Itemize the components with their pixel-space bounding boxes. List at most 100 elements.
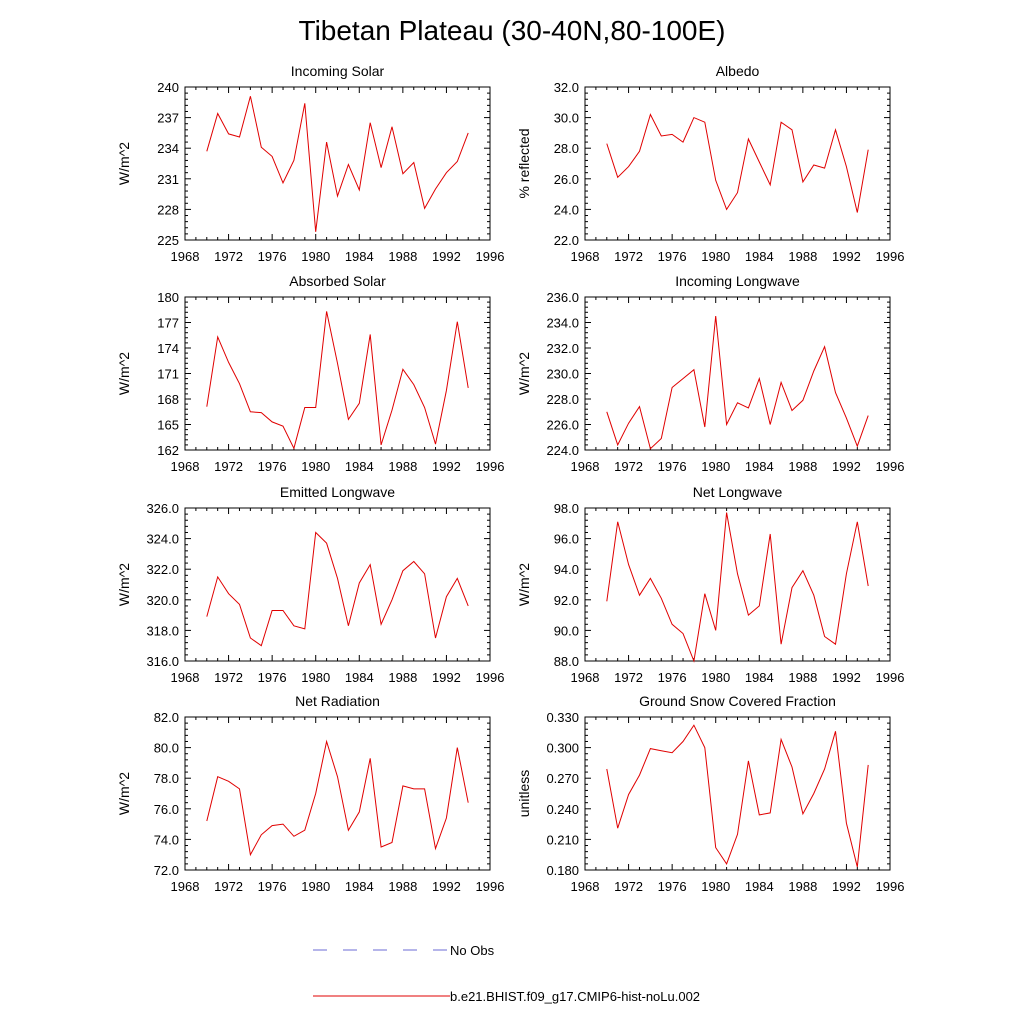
x-tick-label: 1976 <box>258 670 287 685</box>
x-tick-label: 1976 <box>658 249 687 264</box>
x-tick-label: 1992 <box>832 879 861 894</box>
x-tick-label: 1988 <box>788 670 817 685</box>
y-tick-label: 232.0 <box>546 341 579 356</box>
x-tick-label: 1976 <box>258 249 287 264</box>
panel-ground-snow-covered-fraction: Ground Snow Covered Fraction unitless 1968… <box>516 693 904 894</box>
x-tick-label: 1972 <box>614 879 643 894</box>
x-tick-label: 1988 <box>788 249 817 264</box>
y-tick-label: 162 <box>157 443 179 458</box>
x-tick-label: 1992 <box>432 670 461 685</box>
panel-title: Emitted Longwave <box>280 484 395 500</box>
y-axis-label: W/m^2 <box>116 142 132 185</box>
y-axis-label: W/m^2 <box>516 563 532 606</box>
y-tick-label: 76.0 <box>154 802 179 817</box>
y-tick-label: 78.0 <box>154 771 179 786</box>
panel-emitted-longwave: Emitted Longwave W/m^2 1968 1972 1976 1980 198… <box>116 484 504 685</box>
panels: Incoming Solar W/m^2 1968 1972 1976 1980 1984 1… <box>116 63 904 894</box>
panel-title: Ground Snow Covered Fraction <box>639 693 836 709</box>
y-tick-label: 318.0 <box>146 623 179 638</box>
panel-title: Incoming Longwave <box>675 273 800 289</box>
x-tick-label: 1988 <box>388 459 417 474</box>
panel-title: Net Longwave <box>693 484 783 500</box>
x-tick-label: 1968 <box>171 879 200 894</box>
x-tick-label: 1980 <box>701 459 730 474</box>
x-tick-label: 1984 <box>745 879 774 894</box>
panel-albedo: Albedo % reflected 1968 1972 1976 1980 1984 198… <box>516 63 904 264</box>
y-tick-label: 82.0 <box>154 710 179 725</box>
y-tick-label: 230.0 <box>546 367 579 382</box>
x-tick-label: 1988 <box>788 879 817 894</box>
y-tick-label: 28.0 <box>554 141 579 156</box>
y-tick-label: 0.330 <box>546 710 579 725</box>
y-tick-label: 88.0 <box>554 654 579 669</box>
x-tick-label: 1972 <box>214 879 243 894</box>
y-tick-label: 74.0 <box>154 832 179 847</box>
y-tick-label: 234 <box>157 141 179 156</box>
x-tick-label: 1980 <box>301 459 330 474</box>
x-tick-label: 1968 <box>171 459 200 474</box>
x-tick-label: 1972 <box>614 249 643 264</box>
x-tick-label: 1968 <box>171 249 200 264</box>
y-tick-label: 0.210 <box>546 832 579 847</box>
y-tick-label: 22.0 <box>554 233 579 248</box>
x-tick-label: 1984 <box>345 249 374 264</box>
y-tick-label: 224.0 <box>546 443 579 458</box>
y-tick-label: 225 <box>157 233 179 248</box>
y-tick-label: 98.0 <box>554 501 579 516</box>
series-line-ground-snow-covered-fraction <box>606 724 869 868</box>
x-tick-label: 1996 <box>476 670 505 685</box>
series-line-incoming-solar <box>206 96 469 232</box>
x-tick-label: 1988 <box>388 249 417 264</box>
x-tick-label: 1992 <box>432 249 461 264</box>
x-tick-label: 1992 <box>432 879 461 894</box>
panel-title: Albedo <box>716 63 760 79</box>
plot-frame <box>184 716 491 871</box>
legend: No Obs b.e21.BHIST.f09_g17.CMIP6-hist-no… <box>313 943 700 1004</box>
y-tick-label: 0.300 <box>546 741 579 756</box>
x-tick-label: 1968 <box>571 249 600 264</box>
x-tick-label: 1992 <box>432 459 461 474</box>
x-tick-label: 1968 <box>571 879 600 894</box>
x-tick-label: 1972 <box>214 670 243 685</box>
x-tick-label: 1984 <box>345 879 374 894</box>
y-tick-label: 322.0 <box>146 562 179 577</box>
x-tick-label: 1972 <box>614 670 643 685</box>
series-line-net-longwave <box>606 512 869 663</box>
y-tick-label: 228 <box>157 202 179 217</box>
series-line-emitted-longwave <box>206 531 469 647</box>
x-tick-label: 1996 <box>476 249 505 264</box>
x-tick-label: 1976 <box>658 879 687 894</box>
x-tick-label: 1988 <box>788 459 817 474</box>
x-tick-label: 1980 <box>701 879 730 894</box>
x-tick-label: 1976 <box>258 879 287 894</box>
y-tick-label: 96.0 <box>554 532 579 547</box>
y-tick-label: 72.0 <box>154 863 179 878</box>
plot-frame <box>584 296 891 451</box>
y-tick-label: 32.0 <box>554 80 579 95</box>
x-tick-label: 1996 <box>876 459 905 474</box>
plot-frame <box>184 86 491 241</box>
y-tick-label: 316.0 <box>146 654 179 669</box>
y-tick-label: 240 <box>157 80 179 95</box>
y-tick-label: 24.0 <box>554 202 579 217</box>
y-tick-label: 324.0 <box>146 532 179 547</box>
legend-label-no-obs: No Obs <box>450 943 495 958</box>
x-tick-label: 1972 <box>214 249 243 264</box>
y-tick-label: 80.0 <box>154 741 179 756</box>
y-axis-label: W/m^2 <box>116 563 132 606</box>
series-line-net-radiation <box>206 739 469 857</box>
x-tick-label: 1996 <box>476 879 505 894</box>
y-tick-label: 174 <box>157 341 179 356</box>
x-tick-label: 1996 <box>876 670 905 685</box>
y-tick-label: 165 <box>157 418 179 433</box>
x-tick-label: 1996 <box>876 249 905 264</box>
y-tick-label: 30.0 <box>554 111 579 126</box>
x-tick-label: 1984 <box>745 249 774 264</box>
figure-title: Tibetan Plateau (30-40N,80-100E) <box>299 15 726 46</box>
x-tick-label: 1984 <box>745 459 774 474</box>
x-tick-label: 1972 <box>614 459 643 474</box>
y-tick-label: 326.0 <box>146 501 179 516</box>
panel-title: Absorbed Solar <box>289 273 386 289</box>
y-tick-label: 226.0 <box>546 418 579 433</box>
